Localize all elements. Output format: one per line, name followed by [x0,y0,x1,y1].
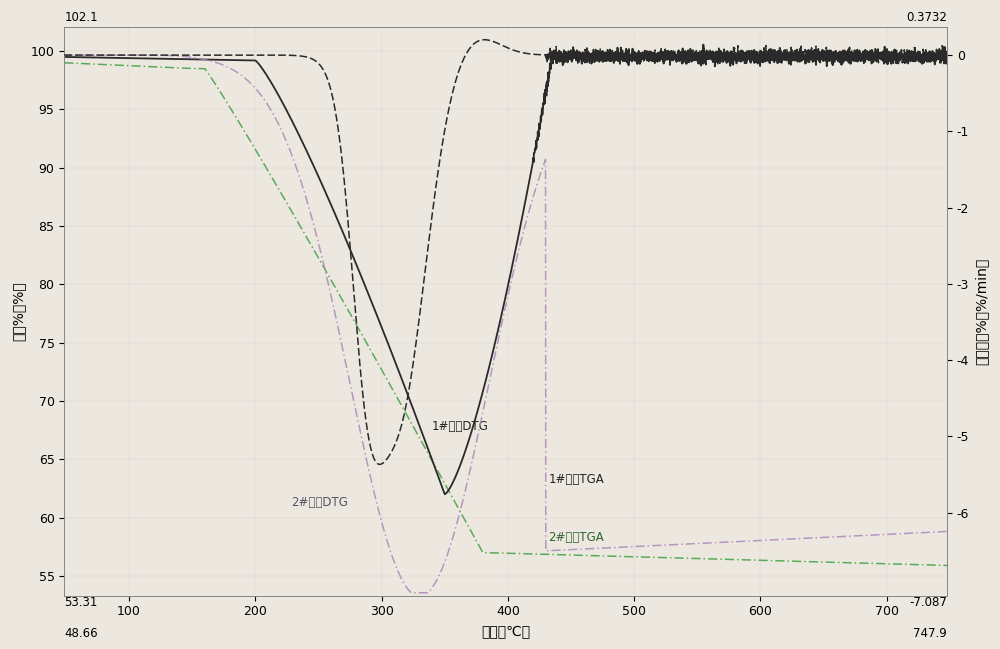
1#样品DTG [941,55,953,63]
2#样品DTG [870,531,882,539]
X-axis label: 温度（℃）: 温度（℃） [481,624,530,638]
2#样品DTG [914,529,926,537]
1#样品DTG [870,58,882,66]
Text: 747.9: 747.9 [913,627,947,640]
Line: 2#样品TGA: 2#样品TGA [64,63,947,565]
2#样品TGA [58,59,70,67]
Text: 0.3732: 0.3732 [906,11,947,24]
2#样品TGA [914,561,926,569]
1#样品TGA [697,41,709,49]
Text: -7.087: -7.087 [909,596,947,609]
1#样品TGA [914,58,926,66]
2#样品DTG [405,589,417,596]
2#样品DTG [429,579,441,587]
1#样品TGA [58,53,70,61]
1#样品TGA [439,491,451,498]
1#样品DTG [478,36,490,43]
1#样品DTG [436,140,448,147]
2#样品DTG [436,564,448,572]
1#样品TGA [700,56,712,64]
1#样品DTG [914,53,926,61]
2#样品TGA [941,561,953,569]
2#样品TGA [700,555,712,563]
1#样品TGA [870,53,882,61]
1#样品TGA [941,52,953,60]
Text: 48.66: 48.66 [64,627,98,640]
2#样品DTG [700,539,712,547]
2#样品TGA [436,475,448,483]
2#样品DTG [58,51,70,59]
Line: 2#样品DTG: 2#样品DTG [64,55,947,593]
Y-axis label: 重量%（%）: 重量%（%） [11,281,25,341]
1#样品DTG [700,51,712,58]
Text: 53.31: 53.31 [64,596,98,609]
1#样品TGA [478,384,490,391]
Line: 1#样品DTG: 1#样品DTG [64,40,947,465]
Text: 2#样品DTG: 2#样品DTG [291,496,348,509]
2#样品DTG [941,528,953,535]
Line: 1#样品TGA: 1#样品TGA [64,45,947,495]
Text: 1#样品TGA: 1#样品TGA [548,472,604,485]
2#样品TGA [429,462,441,470]
Text: 2#样品TGA: 2#样品TGA [548,531,604,544]
1#样品TGA [429,464,441,472]
1#样品DTG [58,51,70,59]
Text: 1#样品DTG: 1#样品DTG [432,420,489,433]
2#样品DTG [478,403,490,411]
2#样品TGA [870,559,882,567]
1#样品DTG [478,36,490,43]
Text: 102.1: 102.1 [64,11,98,24]
2#样品TGA [478,548,490,556]
1#样品DTG [374,461,386,469]
1#样品TGA [436,484,448,491]
Y-axis label: 失水速率%（%/min）: 失水速率%（%/min） [975,258,989,365]
1#样品DTG [429,187,441,195]
